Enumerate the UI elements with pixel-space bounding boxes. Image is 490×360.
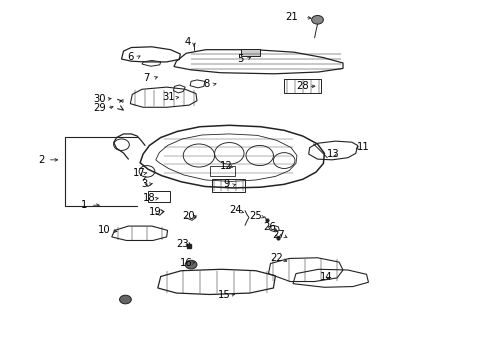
Text: 16: 16 [180,258,193,268]
Text: 17: 17 [133,168,146,178]
Text: 23: 23 [176,239,189,249]
Text: 28: 28 [296,81,309,91]
Text: 22: 22 [270,253,283,263]
Text: 29: 29 [93,103,106,113]
Text: 12: 12 [220,161,233,171]
Text: 6: 6 [127,52,134,62]
Text: 13: 13 [327,149,340,159]
Bar [284,79,321,93]
Circle shape [185,260,197,269]
Text: 24: 24 [229,205,242,215]
Bar [212,179,245,192]
Text: 8: 8 [204,78,210,89]
Text: 21: 21 [286,12,298,22]
Text: 27: 27 [272,230,285,240]
Text: 31: 31 [162,92,175,102]
Text: 20: 20 [182,211,195,221]
Bar [148,191,170,202]
Text: 18: 18 [143,193,155,203]
Text: 30: 30 [93,94,106,104]
Text: 14: 14 [320,272,333,282]
Text: 3: 3 [142,179,147,189]
Text: 9: 9 [223,179,230,189]
Text: 7: 7 [143,73,149,84]
Bar [241,49,260,56]
Circle shape [312,15,323,24]
Text: 5: 5 [237,54,244,64]
Text: 11: 11 [357,142,370,152]
Text: 26: 26 [263,222,276,232]
Circle shape [120,295,131,304]
Text: 1: 1 [81,200,88,210]
Text: 19: 19 [148,207,161,217]
Text: 25: 25 [249,211,262,221]
Text: 10: 10 [98,225,111,235]
Bar [210,166,235,176]
Text: 4: 4 [185,37,191,48]
Text: 15: 15 [218,290,231,300]
Text: 2: 2 [38,155,45,165]
